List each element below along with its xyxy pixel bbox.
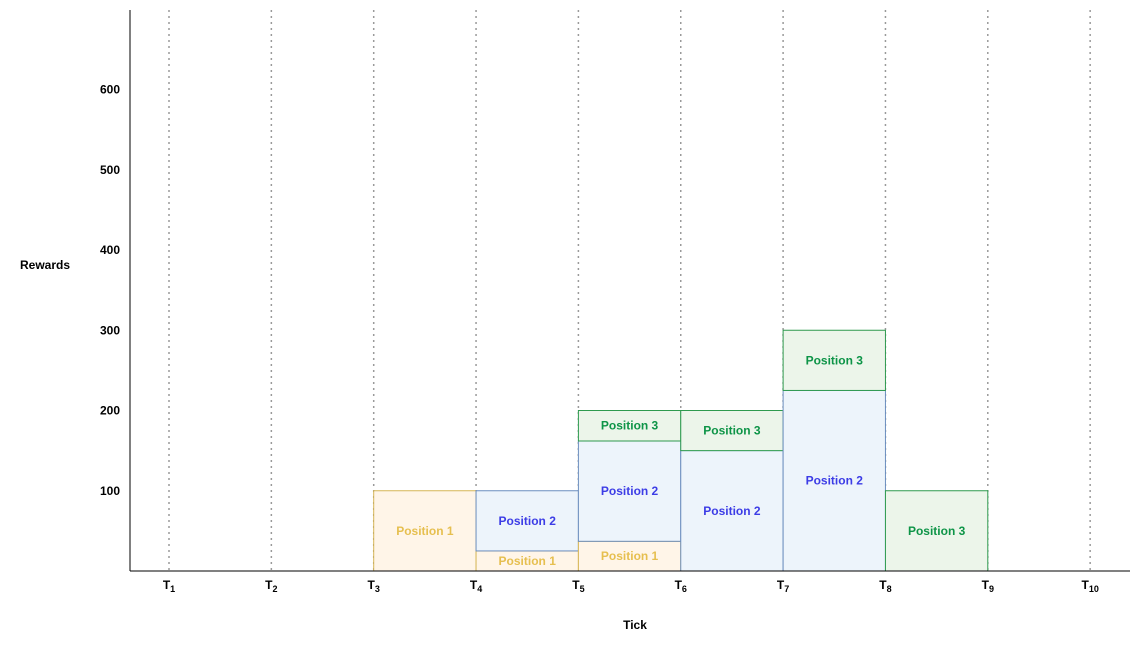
bar-segment-label: Position 3 — [908, 524, 966, 538]
x-tick-label: T10 — [1081, 578, 1098, 594]
x-tick-label: T3 — [368, 578, 380, 594]
bar-segment-position-3 — [782, 329, 886, 391]
y-tick-label: 100 — [100, 484, 120, 498]
bar-segment-label: Position 1 — [601, 549, 659, 563]
bar-segment-position-1 — [577, 540, 682, 572]
x-tick-label: T2 — [265, 578, 277, 594]
x-axis-title: Tick — [623, 618, 647, 632]
bar-segment-position-2 — [782, 389, 886, 572]
bar-segment-label: Position 1 — [396, 524, 454, 538]
bar-segment-label: Position 3 — [601, 419, 659, 433]
x-tick-label: T5 — [572, 578, 584, 594]
bar-segment-label: Position 2 — [703, 504, 761, 518]
bar-segment-label: Position 1 — [499, 554, 557, 568]
bar-segment-position-2 — [475, 490, 579, 552]
y-axis-title: Rewards — [20, 258, 70, 272]
x-tick-label: T7 — [777, 578, 789, 594]
bar-segment-label: Position 2 — [806, 474, 864, 488]
x-tick-label: T8 — [879, 578, 891, 594]
y-tick-label: 200 — [100, 404, 120, 418]
x-tick-label: T4 — [470, 578, 482, 594]
bar-segment-label: Position 2 — [499, 514, 557, 528]
bar-segment-label: Position 3 — [806, 353, 864, 367]
y-tick-labels: 100 200 300 400 500 600 — [100, 83, 120, 498]
axes — [129, 10, 1130, 572]
y-tick-label: 600 — [100, 83, 120, 97]
y-tick-label: 300 — [100, 323, 120, 337]
bar-segment-position-2 — [577, 440, 682, 542]
bar-segment-position-1 — [373, 490, 477, 572]
bars: Position 1 Position 1 Position 2 Position 1… — [373, 329, 989, 572]
x-tick-label: T6 — [675, 578, 687, 594]
y-tick-label: 500 — [100, 163, 120, 177]
bar-segment-position-3 — [577, 410, 682, 442]
y-tick-label: 400 — [100, 243, 120, 257]
x-tick-label: T1 — [163, 578, 175, 594]
bar-segment-label: Position 3 — [703, 424, 761, 438]
bar-segment-label: Position 2 — [601, 484, 659, 498]
bar-segment-position-3 — [884, 490, 989, 572]
x-tick-label: T9 — [982, 578, 994, 594]
x-tick-labels: T1 T2 T3 T4 T5 T6 T7 T8 T9 T10 — [163, 578, 1099, 594]
